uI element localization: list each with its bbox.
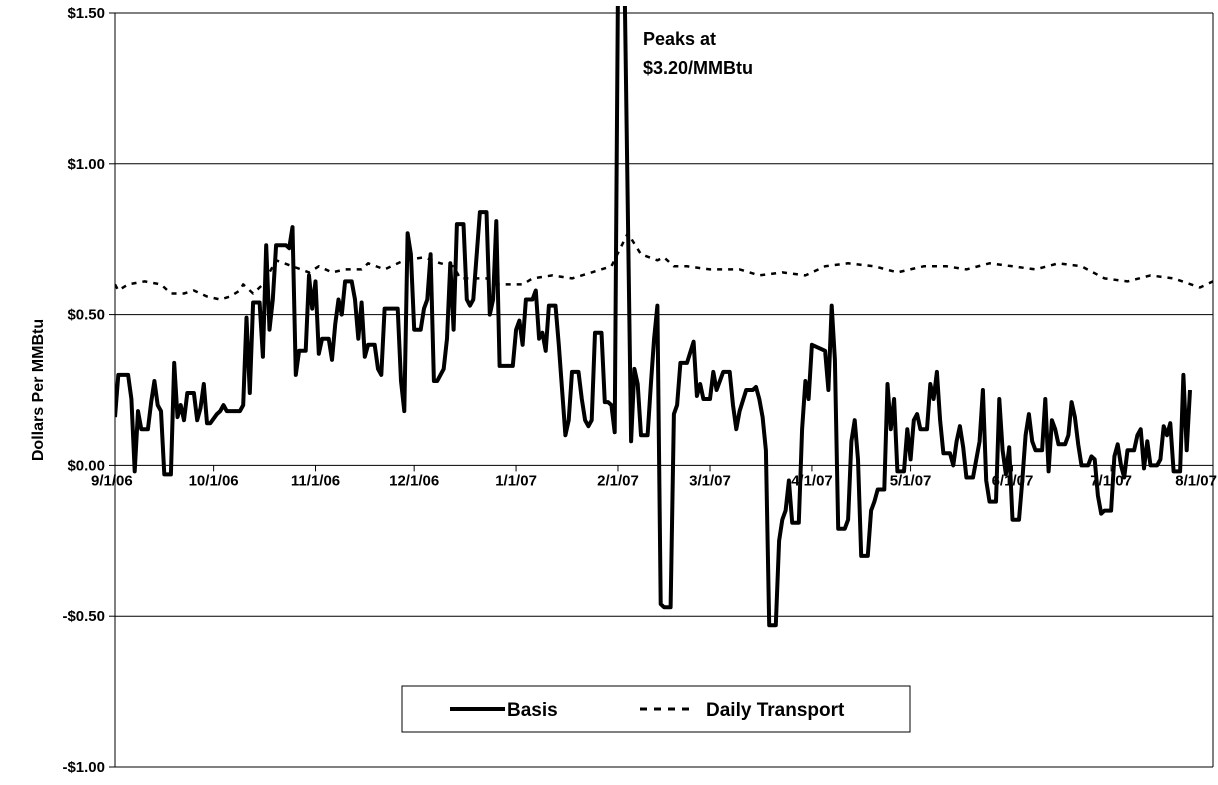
series-line-daily-transport: [115, 231, 1213, 301]
x-tick-label: 2/1/07: [597, 472, 639, 489]
y-tick-label: $0.50: [67, 307, 105, 324]
y-tick-label: -$0.50: [62, 608, 105, 625]
x-tick-label: 8/1/07: [1175, 472, 1217, 489]
x-tick-label: 6/1/07: [992, 472, 1034, 489]
annotation-line-2: $3.20/MMBtu: [643, 58, 753, 78]
x-tick-label: 10/1/06: [189, 472, 239, 489]
legend-basis-label: Basis: [507, 700, 558, 721]
legend-transport-label: Daily Transport: [706, 700, 845, 721]
x-tick-label: 7/1/07: [1090, 472, 1132, 489]
y-tick-label: $0.00: [67, 457, 105, 474]
y-axis-title: Dollars Per MMBtu: [30, 319, 47, 461]
annotation-line-1: Peaks at: [643, 29, 716, 49]
y-tick-label: $1.50: [67, 5, 105, 22]
legend: Basis Daily Transport: [401, 685, 911, 733]
x-tick-label: 9/1/06: [91, 472, 133, 489]
peak-annotation: Peaks at $3.20/MMBtu: [643, 29, 753, 78]
y-tick-label: -$1.00: [62, 759, 105, 776]
x-tick-label: 5/1/07: [890, 472, 932, 489]
y-tick-label: $1.00: [67, 156, 105, 173]
x-tick-label: 3/1/07: [689, 472, 731, 489]
series-line-basis: [115, 6, 1192, 628]
x-tick-label: 11/1/06: [291, 472, 340, 489]
x-tick-label: 1/1/07: [495, 472, 537, 489]
x-tick-label: 12/1/06: [389, 472, 439, 489]
x-tick-label: 4/1/07: [791, 472, 833, 489]
